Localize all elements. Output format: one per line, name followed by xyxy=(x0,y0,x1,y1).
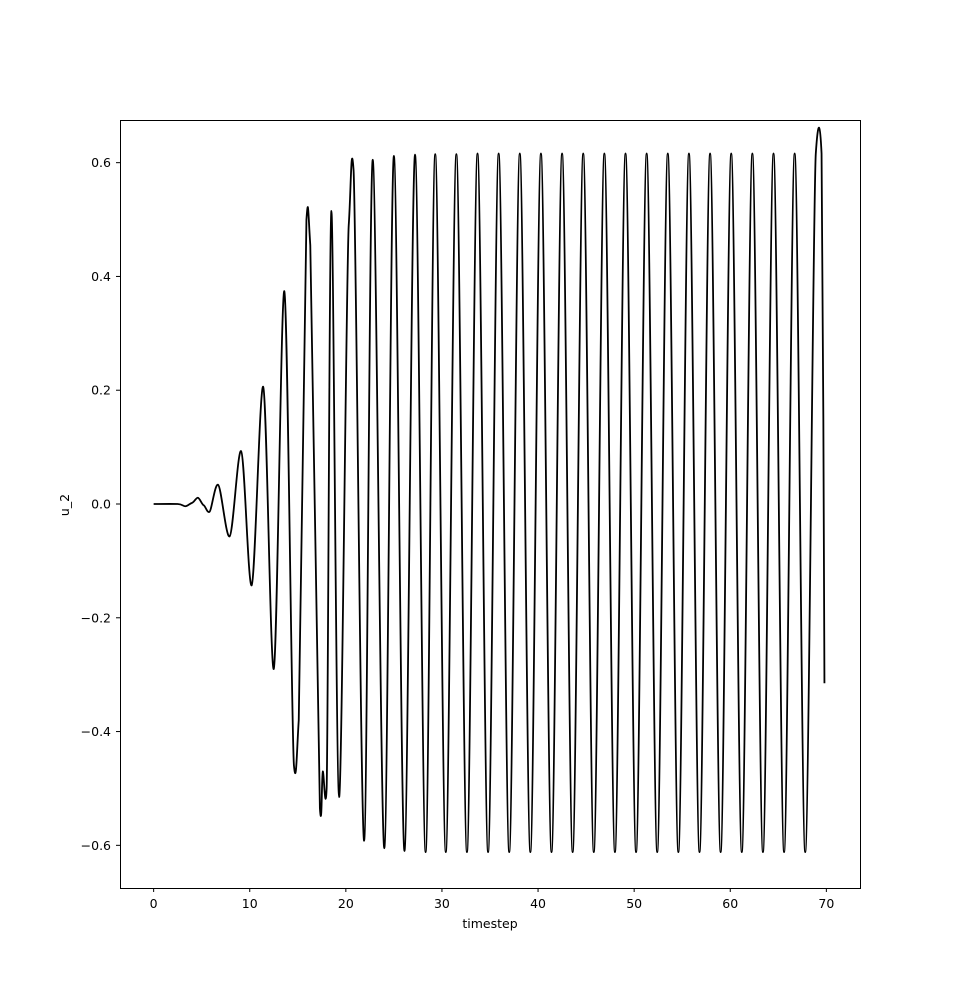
y-tick-label: 0.2 xyxy=(91,383,111,398)
x-tick-label: 0 xyxy=(150,896,158,911)
y-axis-label: u_2 xyxy=(57,494,72,516)
plot-frame xyxy=(120,120,861,889)
x-tick-label: 10 xyxy=(242,896,258,911)
x-tick-label: 60 xyxy=(722,896,738,911)
y-tick-label: 0.0 xyxy=(91,497,111,512)
x-tick-label: 70 xyxy=(818,896,834,911)
x-tick-label: 20 xyxy=(338,896,354,911)
y-tick-label: −0.2 xyxy=(81,610,111,625)
x-axis-label: timestep xyxy=(462,916,517,931)
series-line-u2 xyxy=(153,126,826,854)
axis-ticks: 0 10 20 30 40 50 60 70 −0.6 −0.4 −0.2 0.0 0.2 0.4 0.6 xyxy=(81,155,835,911)
y-tick-label: −0.6 xyxy=(81,838,111,853)
y-tick-label: 0.4 xyxy=(91,269,111,284)
y-tick-label: 0.6 xyxy=(91,155,111,170)
x-tick-label: 50 xyxy=(626,896,642,911)
x-tick-label: 30 xyxy=(434,896,450,911)
x-tick-label: 40 xyxy=(530,896,546,911)
y-tick-label: −0.4 xyxy=(81,724,111,739)
